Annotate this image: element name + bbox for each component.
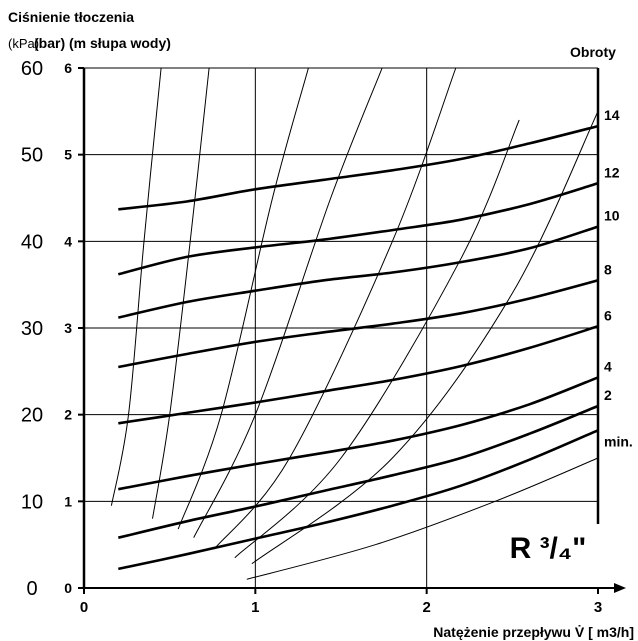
x-axis-arrow	[614, 583, 626, 593]
kpa-tick-label: 20	[21, 405, 43, 427]
system-curve	[110, 67, 162, 506]
bar-tick-label: 4	[64, 233, 72, 249]
system-curves	[110, 67, 599, 580]
system-curve	[152, 67, 210, 519]
kpa-tick-label: 50	[21, 145, 43, 167]
system-curve	[234, 119, 520, 559]
left-unit-label: (kPa)	[8, 36, 39, 51]
kpa-tick-label: 10	[21, 491, 43, 513]
x-tick-label: 0	[80, 599, 88, 616]
kpa-tick-label: 0	[26, 578, 37, 600]
right-axis-title: Obroty	[570, 44, 616, 60]
speed-label: 12	[604, 164, 620, 180]
kpa-tick-label: 40	[21, 231, 43, 253]
speed-label: min.	[604, 433, 633, 449]
x-tick-label: 2	[422, 599, 430, 616]
speed-curve-14	[118, 124, 599, 211]
bar-tick-label: 0	[64, 580, 72, 596]
bar-tick-label: 6	[64, 60, 72, 76]
axes	[78, 67, 626, 594]
bar-tick-label: 1	[64, 493, 72, 509]
speed-curve-10	[118, 225, 599, 319]
speed-label: 4	[604, 358, 612, 374]
x-tick-label: 3	[594, 599, 602, 616]
bar-tick-label: 5	[64, 147, 72, 163]
x-tick-label: 1	[251, 599, 259, 616]
speed-curve-2	[118, 404, 599, 539]
speed-label: 14	[604, 107, 620, 123]
title-line-1: Ciśnienie tłoczenia	[8, 9, 134, 25]
speed-curve-6	[118, 325, 599, 425]
bar-tick-label: 2	[64, 407, 72, 423]
bar-tick-label: 3	[64, 320, 72, 336]
x-axis-label: Natężenie przepływu V̇ [ m3/h]	[433, 624, 634, 640]
title-line-2: (bar) (m słupa wody)	[34, 35, 171, 51]
speed-curve-4	[118, 376, 599, 491]
speed-curve-12	[117, 182, 599, 276]
system-curve	[246, 457, 599, 580]
system-curve	[213, 67, 457, 550]
speed-label: 2	[604, 387, 612, 403]
speed-curve-min	[118, 429, 599, 571]
speed-label: 10	[604, 208, 620, 224]
speed-label: 8	[604, 261, 612, 277]
speed-curve-8	[118, 279, 599, 369]
speed-curves: 14 12 10 8 6 4 2 min.	[117, 107, 633, 571]
system-curve	[251, 111, 599, 565]
kpa-tick-label: 30	[21, 318, 43, 340]
speed-label: 6	[604, 307, 612, 323]
kpa-tick-label: 60	[21, 58, 43, 80]
system-curve	[177, 67, 309, 530]
system-curve	[193, 67, 383, 538]
model-badge: R ³/₄"	[510, 532, 587, 565]
